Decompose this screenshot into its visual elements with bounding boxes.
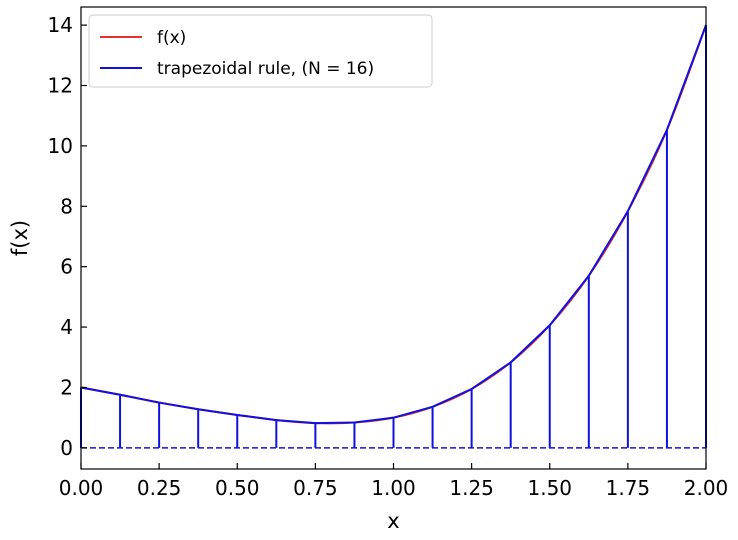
y-tick-label: 0	[60, 436, 73, 460]
y-tick-label: 10	[48, 134, 73, 158]
x-tick-label: 1.50	[527, 476, 572, 500]
x-tick-label: 1.00	[371, 476, 416, 500]
legend: f(x) trapezoidal rule, (N = 16)	[88, 14, 433, 88]
y-tick-label: 8	[60, 194, 73, 218]
trapezoid-top	[80, 24, 707, 425]
x-tick-label: 0.00	[59, 476, 104, 500]
x-tick-label: 0.75	[293, 476, 338, 500]
y-axis-label: f(x)	[8, 220, 32, 256]
y-tick-label: 2	[60, 375, 73, 399]
ticks-layer: 0.00 0.25 0.50 0.75 1.00 1.25 1.50 1.75 2.00 0 2 4 6…	[48, 13, 729, 500]
legend-label-trapezoid: trapezoidal rule, (N = 16)	[157, 59, 374, 79]
y-tick-label: 12	[48, 74, 73, 98]
y-tick-label: 4	[60, 315, 73, 339]
x-tick-label: 1.75	[606, 476, 651, 500]
x-tick-label: 2.00	[684, 476, 729, 500]
plot-frame	[80, 6, 707, 470]
y-tick-label: 6	[60, 255, 73, 279]
x-tick-label: 1.25	[449, 476, 494, 500]
x-tick-label: 0.50	[215, 476, 260, 500]
y-tick-label: 14	[48, 13, 73, 37]
x-tick-label: 0.25	[137, 476, 182, 500]
x-axis-label: x	[387, 509, 399, 533]
legend-label-f: f(x)	[157, 28, 186, 48]
legend-box	[88, 14, 433, 88]
